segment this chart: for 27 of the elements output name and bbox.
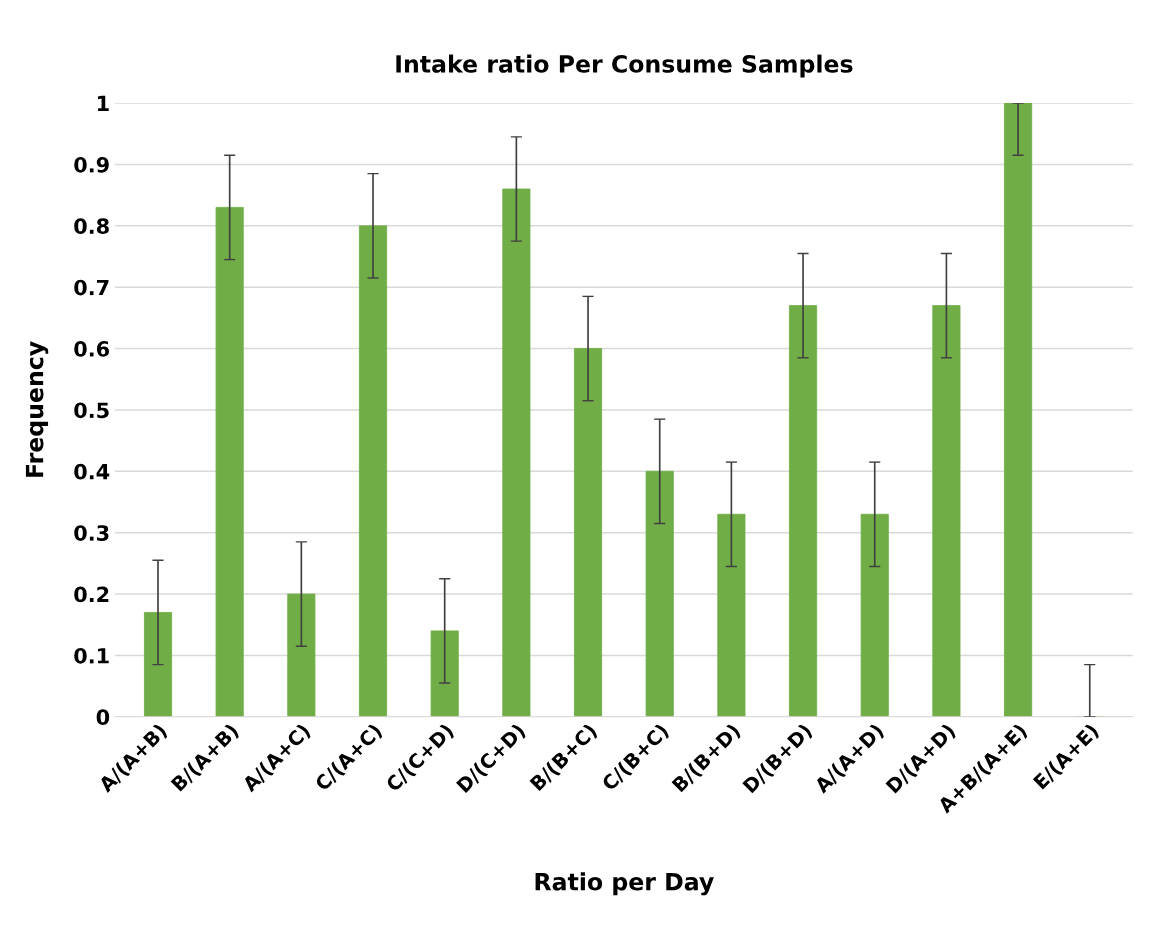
y-tick-label: 0.2 (74, 586, 109, 603)
bar (789, 305, 818, 717)
y-axis-title: Frequency (25, 341, 49, 477)
y-tick-label: 0.4 (74, 463, 110, 480)
y-tick-label: 0.9 (74, 156, 109, 173)
bar (860, 513, 889, 717)
y-tick-label: 0.7 (74, 279, 109, 296)
bar (430, 630, 459, 717)
bar (1004, 103, 1033, 717)
bar (502, 188, 531, 717)
bar (645, 470, 674, 717)
bar (215, 206, 244, 717)
bar (717, 513, 746, 717)
chart-title: Intake ratio Per Consume Samples (396, 54, 853, 78)
y-tick-label: 0.3 (74, 525, 109, 541)
bar (287, 593, 316, 717)
bar (932, 305, 961, 717)
y-tick-label: 1 (97, 95, 109, 111)
bar (143, 612, 173, 717)
y-tick-label: 0.8 (74, 218, 109, 235)
bar (358, 225, 388, 717)
y-tick-label: 0 (96, 709, 110, 726)
x-axis-title: Ratio per Day (535, 872, 714, 896)
y-tick-label: 0.1 (74, 647, 109, 664)
y-tick-label: 0.6 (74, 341, 110, 357)
bar (574, 348, 603, 717)
y-tick-label: 0.5 (74, 402, 109, 419)
